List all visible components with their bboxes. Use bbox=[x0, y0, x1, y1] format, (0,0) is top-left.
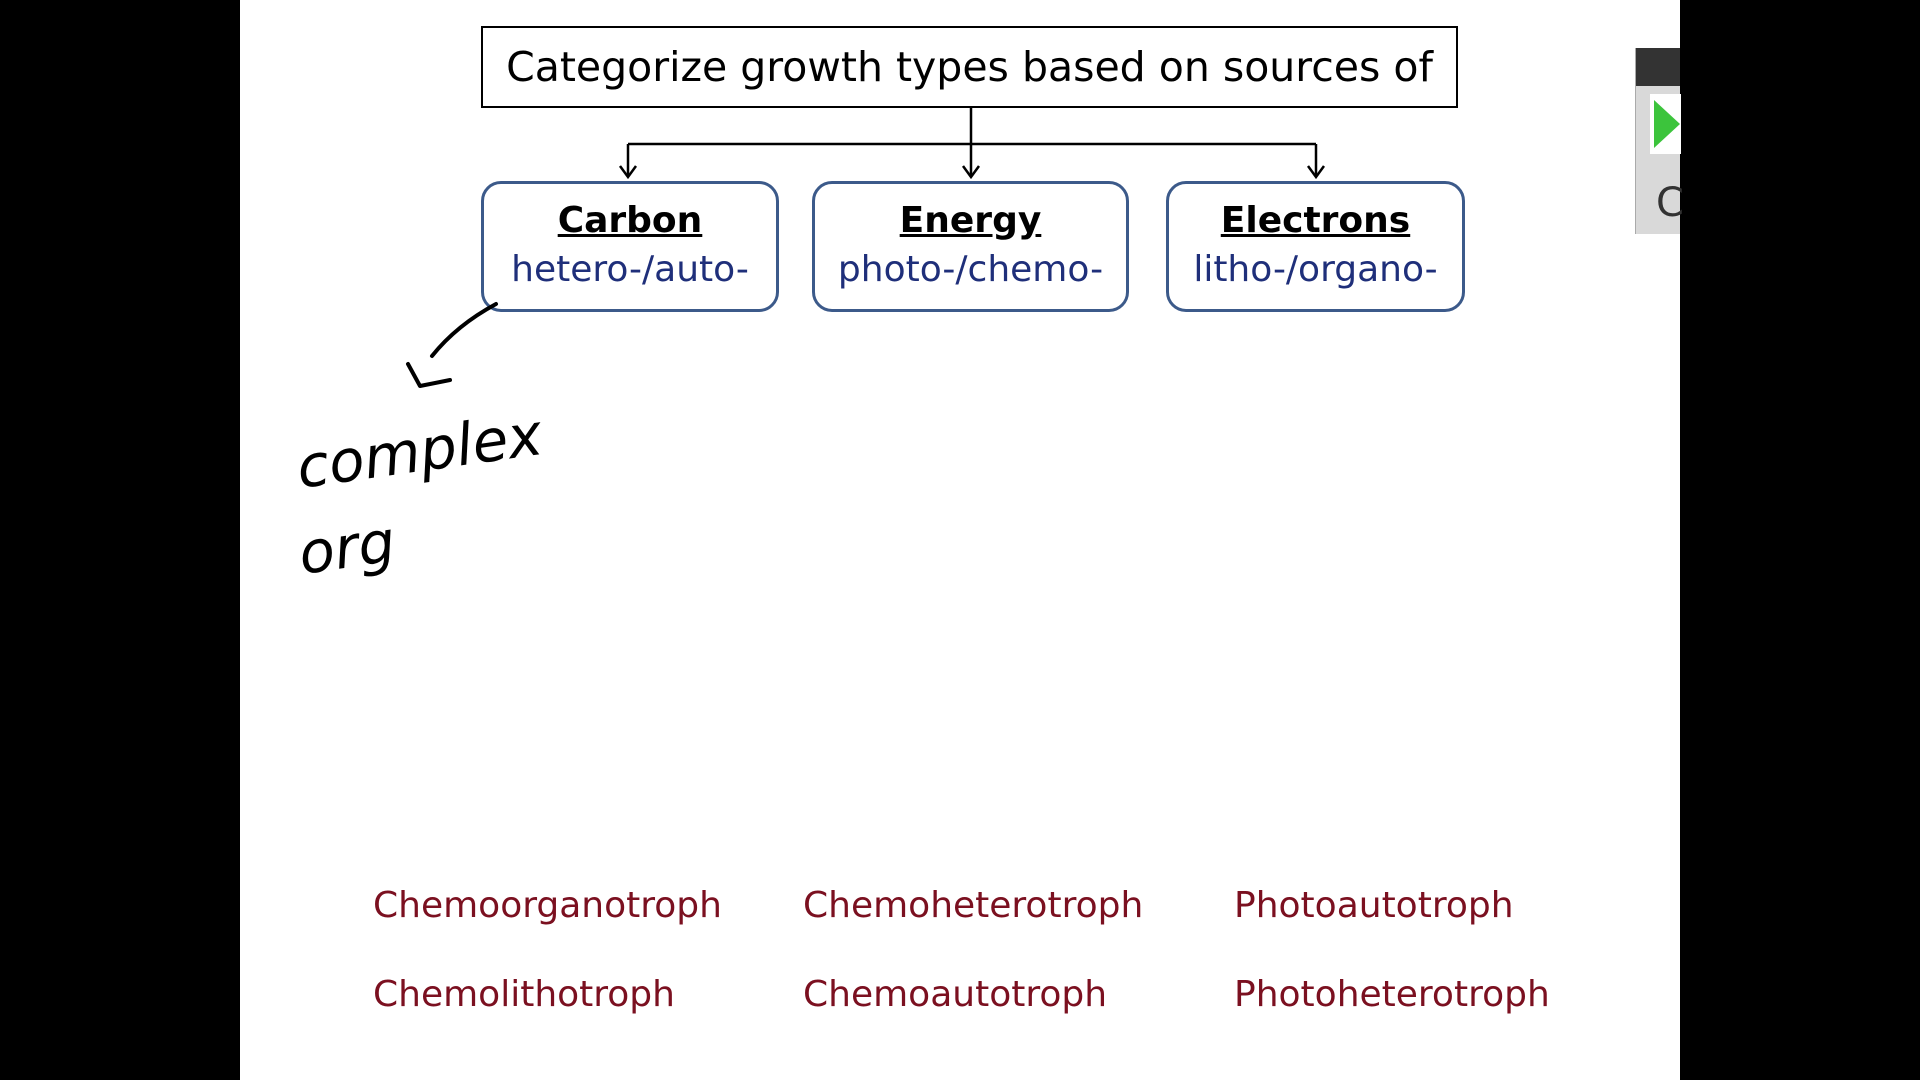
category-prefixes: litho-/organo- bbox=[1193, 249, 1438, 290]
category-heading: Energy bbox=[899, 200, 1042, 241]
caption-button[interactable]: C bbox=[1656, 180, 1684, 226]
term-chemoheterotroph: Chemoheterotroph bbox=[803, 885, 1144, 926]
category-box-energy: Energy photo-/chemo- bbox=[812, 181, 1129, 312]
category-prefixes: photo-/chemo- bbox=[837, 249, 1104, 290]
term-chemoorganotroph: Chemoorganotroph bbox=[373, 885, 722, 926]
term-chemolithotroph: Chemolithotroph bbox=[373, 974, 675, 1015]
diagram-title-text: Categorize growth types based on sources… bbox=[506, 43, 1433, 91]
play-icon bbox=[1654, 100, 1680, 148]
category-heading: Electrons bbox=[1220, 200, 1411, 241]
play-button[interactable] bbox=[1650, 94, 1681, 154]
player-sidebar: C bbox=[1635, 48, 1684, 234]
term-photoautotroph: Photoautotroph bbox=[1234, 885, 1514, 926]
diagram-title: Categorize growth types based on sources… bbox=[481, 26, 1458, 108]
category-prefixes: hetero-/auto- bbox=[511, 249, 749, 290]
term-chemoautotroph: Chemoautotroph bbox=[803, 974, 1108, 1015]
category-box-electrons: Electrons litho-/organo- bbox=[1166, 181, 1465, 312]
player-titlebar bbox=[1636, 48, 1680, 86]
term-photoheterotroph: Photoheterotroph bbox=[1234, 974, 1550, 1015]
category-heading: Carbon bbox=[557, 200, 703, 241]
slide-canvas bbox=[240, 0, 1680, 1080]
category-box-carbon: Carbon hetero-/auto- bbox=[481, 181, 779, 312]
